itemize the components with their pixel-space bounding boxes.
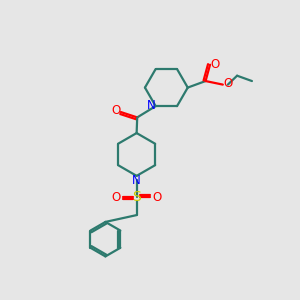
- Text: O: O: [211, 58, 220, 70]
- Text: O: O: [112, 191, 121, 204]
- Text: O: O: [152, 191, 162, 204]
- Text: O: O: [223, 77, 232, 90]
- Text: N: N: [132, 173, 141, 187]
- Text: N: N: [146, 99, 155, 112]
- Text: S: S: [132, 190, 141, 204]
- Text: O: O: [111, 104, 120, 117]
